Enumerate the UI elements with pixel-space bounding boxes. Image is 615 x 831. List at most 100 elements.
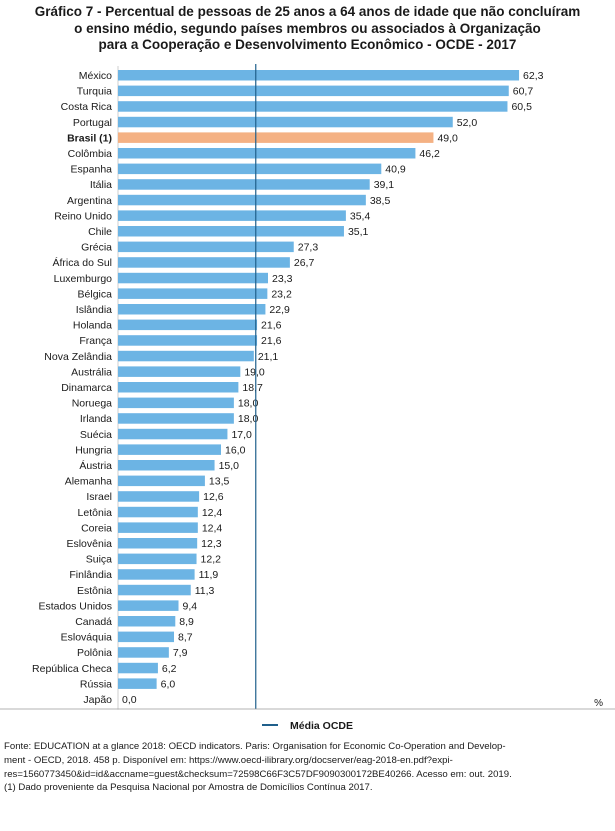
bar bbox=[118, 475, 205, 487]
bar-chart: México 62,3 Turquia 60,7 Costa Rica 60,5 Portu… bbox=[0, 64, 615, 732]
value-label: 18,0 bbox=[238, 413, 259, 425]
legend-label: Média OCDE bbox=[290, 720, 353, 732]
bar bbox=[118, 506, 198, 518]
value-label: 60,5 bbox=[511, 101, 532, 113]
bar bbox=[118, 85, 509, 97]
bar bbox=[118, 241, 294, 253]
value-label: 19,0 bbox=[244, 366, 265, 378]
category-label: Canadá bbox=[75, 616, 112, 628]
category-label: Turquia bbox=[77, 86, 112, 98]
value-label: 27,3 bbox=[298, 242, 319, 254]
bar bbox=[118, 600, 179, 611]
value-label: 26,7 bbox=[294, 257, 315, 269]
bar bbox=[118, 678, 157, 689]
value-label: 16,0 bbox=[225, 444, 246, 456]
value-label: 52,0 bbox=[457, 117, 478, 129]
category-label: Estados Unidos bbox=[38, 600, 112, 612]
bar bbox=[118, 101, 508, 112]
category-label: Argentina bbox=[67, 195, 112, 207]
bar bbox=[118, 444, 221, 455]
category-label: Alemanha bbox=[65, 476, 112, 488]
source-footer: Fonte: EDUCATION at a glance 2018: OECD … bbox=[4, 740, 612, 795]
category-label: Irlanda bbox=[80, 413, 112, 425]
bar bbox=[118, 163, 382, 175]
category-label: Itália bbox=[90, 179, 112, 191]
chart-title: Gráfico 7 - Percentual de pessoas de 25 … bbox=[0, 4, 615, 54]
title-line-3: para a Cooperação e Desenvolvimento Econ… bbox=[98, 37, 517, 52]
category-label: Dinamarca bbox=[61, 382, 112, 394]
value-label: 49,0 bbox=[437, 132, 458, 144]
category-label: Noruega bbox=[72, 398, 112, 410]
category-label: Islândia bbox=[76, 304, 112, 316]
bar bbox=[118, 631, 175, 643]
bar bbox=[118, 226, 344, 237]
value-label: 17,0 bbox=[231, 429, 252, 441]
value-label: 60,7 bbox=[513, 86, 534, 98]
value-label: 18,7 bbox=[242, 382, 263, 394]
bar bbox=[118, 350, 254, 362]
value-label: 22,9 bbox=[269, 304, 290, 316]
category-label: Costa Rica bbox=[61, 101, 113, 113]
bar bbox=[118, 210, 346, 221]
category-label: Eslováquia bbox=[61, 632, 113, 644]
bar bbox=[118, 194, 366, 206]
value-label: 12,4 bbox=[202, 507, 223, 519]
bar bbox=[118, 569, 195, 580]
value-label: 21,6 bbox=[261, 335, 282, 347]
value-label: 21,6 bbox=[261, 320, 282, 332]
bar bbox=[118, 132, 434, 143]
value-label: 46,2 bbox=[419, 148, 440, 160]
category-label: Japão bbox=[83, 694, 112, 706]
category-label: Portugal bbox=[73, 117, 112, 129]
category-label: México bbox=[79, 70, 112, 82]
footer-line-1: Fonte: EDUCATION at a glance 2018: OECD … bbox=[4, 741, 506, 752]
category-label: Chile bbox=[88, 226, 112, 238]
bar bbox=[118, 413, 234, 424]
value-label: 12,3 bbox=[201, 538, 222, 550]
category-label: Coreia bbox=[81, 522, 112, 534]
category-label: Colômbia bbox=[68, 148, 113, 160]
bar bbox=[118, 538, 198, 549]
value-label: 9,4 bbox=[183, 600, 198, 612]
bar bbox=[118, 584, 191, 596]
value-label: 23,2 bbox=[271, 288, 292, 300]
value-label: 8,7 bbox=[178, 632, 193, 644]
value-label: 12,6 bbox=[203, 491, 224, 503]
category-label: Rússia bbox=[80, 678, 112, 690]
title-line-2: o ensino médio, segundo países membros o… bbox=[74, 20, 541, 36]
value-label: 7,9 bbox=[173, 647, 188, 659]
bar bbox=[118, 366, 241, 377]
category-label: Polônia bbox=[77, 647, 112, 659]
category-label: Nova Zelândia bbox=[44, 351, 112, 363]
bar bbox=[118, 304, 266, 315]
category-label: Suiça bbox=[86, 554, 112, 566]
category-label: Israel bbox=[86, 491, 112, 503]
value-label: 11,3 bbox=[195, 585, 215, 597]
value-label: 35,1 bbox=[348, 226, 369, 238]
bar bbox=[118, 116, 453, 128]
category-label: França bbox=[79, 335, 112, 347]
category-label: Luxemburgo bbox=[54, 273, 113, 285]
value-label: 23,3 bbox=[272, 273, 293, 285]
category-label: Espanha bbox=[71, 164, 113, 176]
value-label: 35,4 bbox=[350, 210, 371, 222]
bar bbox=[118, 616, 176, 627]
value-label: 12,2 bbox=[201, 554, 222, 566]
value-label: 0,0 bbox=[122, 694, 137, 706]
category-label: Brasil (1) bbox=[67, 132, 112, 144]
value-label: 11,9 bbox=[199, 569, 219, 581]
bar bbox=[118, 148, 416, 159]
category-label: Holanda bbox=[73, 320, 112, 332]
bar bbox=[118, 553, 197, 565]
category-label: Eslovênia bbox=[66, 538, 112, 550]
bar bbox=[118, 428, 228, 440]
category-label: Letônia bbox=[78, 507, 113, 519]
value-label: 39,1 bbox=[374, 179, 395, 191]
bar bbox=[118, 335, 258, 346]
value-label: 13,5 bbox=[209, 476, 230, 488]
bar bbox=[118, 397, 234, 409]
bar bbox=[118, 647, 169, 658]
category-label: República Checa bbox=[32, 663, 112, 675]
value-label: 15,0 bbox=[219, 460, 240, 472]
category-label: Reino Unido bbox=[54, 210, 112, 222]
